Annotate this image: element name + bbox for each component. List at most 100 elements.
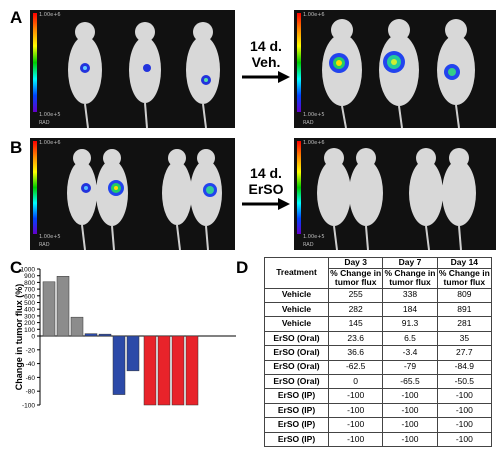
panel-label-b: B xyxy=(10,138,23,157)
waterfall-bar xyxy=(112,335,126,395)
scale-min-label: 1.00e+5 xyxy=(303,112,325,118)
right-arrow-icon xyxy=(242,198,290,210)
scale-unit-label: RAD xyxy=(39,242,50,248)
flux-value-cell: -100 xyxy=(382,417,438,433)
mouse-image-group xyxy=(317,148,476,250)
mouse-image-group xyxy=(68,22,220,128)
flux-value-cell: -100 xyxy=(382,402,438,419)
table-row: ErSO (Oral) 36.6 -3.4 27.7 xyxy=(264,345,493,361)
y-tick-label: 200 xyxy=(24,320,35,327)
arrow-vehicle: 14 d. Veh. xyxy=(240,38,292,87)
scale-max-label: 1.00e+6 xyxy=(39,140,61,146)
flux-value-cell: 891 xyxy=(436,301,493,318)
ivis-image-b-before: 1.00e+6 1.00e+5 RAD xyxy=(30,138,235,250)
panel-label-c: C xyxy=(10,258,23,277)
flux-value-cell: 184 xyxy=(382,301,438,318)
scale-max-label: 1.00e+6 xyxy=(39,12,61,18)
flux-value-cell: 338 xyxy=(382,287,438,303)
flux-value-cell: -100 xyxy=(436,402,493,419)
treatment-cell: ErSO (Oral) xyxy=(264,359,329,375)
treatment-cell: ErSO (IP) xyxy=(264,417,329,433)
table-row: ErSO (IP) -100 -100 -100 xyxy=(264,431,493,448)
table-row: ErSO (IP) -100 -100 -100 xyxy=(264,402,493,419)
flux-value-cell: -100 xyxy=(436,431,493,448)
flux-value-cell: -84.9 xyxy=(436,359,493,375)
table-header-row-sub: % Change in tumor flux % Change in tumor… xyxy=(265,267,493,289)
flux-value-cell: -100 xyxy=(382,431,438,448)
waterfall-bar xyxy=(42,281,56,337)
y-tick-label: 300 xyxy=(24,313,35,320)
treatment-cell: Vehicle xyxy=(264,316,329,332)
flux-value-cell: -79 xyxy=(382,359,438,375)
waterfall-chart: Change in tumor flux (%) 100090080070060… xyxy=(14,267,236,410)
table-row: Vehicle 255 338 809 xyxy=(264,287,493,303)
table-row: ErSO (Oral) 0 -65.5 -50.5 xyxy=(264,373,493,390)
flux-value-cell: 809 xyxy=(436,287,493,303)
treatment-cell: ErSO (Oral) xyxy=(264,330,329,347)
y-tick-label: 900 xyxy=(24,273,35,280)
waterfall-bar xyxy=(70,316,84,337)
scale-unit-label: RAD xyxy=(303,242,314,248)
table-row: ErSO (Oral) 23.6 6.5 35 xyxy=(264,330,493,347)
y-tick-label: 1000 xyxy=(21,267,36,274)
table-header-day3: Day 3 xyxy=(327,257,384,269)
flux-value-cell: 282 xyxy=(327,301,384,318)
flux-value-cell: 35 xyxy=(436,330,493,347)
y-tick-label: 500 xyxy=(24,300,35,307)
y-axis-label: Change in tumor flux (%) xyxy=(14,284,24,391)
flux-value-cell: 36.6 xyxy=(327,345,384,361)
treatment-cell: ErSO (Oral) xyxy=(264,345,329,361)
table-header-day14: Day 14 xyxy=(436,257,493,269)
flux-value-cell: 23.6 xyxy=(327,330,384,347)
ivis-image-b-after: 1.00e+6 1.00e+5 RAD xyxy=(294,138,496,250)
flux-value-cell: 27.7 xyxy=(436,345,493,361)
scale-max-label: 1.00e+6 xyxy=(303,12,325,18)
waterfall-bar xyxy=(84,333,98,337)
table-row: Vehicle 282 184 891 xyxy=(264,301,493,318)
treatment-cell: ErSO (IP) xyxy=(264,388,329,404)
table-header-treatment: Treatment xyxy=(264,257,329,289)
scale-min-label: 1.00e+5 xyxy=(39,112,61,118)
treatment-cell: Vehicle xyxy=(264,301,329,318)
scale-min-label: 1.00e+5 xyxy=(303,234,325,240)
arrow-erso: 14 d. ErSO xyxy=(240,165,292,214)
flux-value-cell: -100 xyxy=(327,388,384,404)
y-tick-label: 0 xyxy=(31,334,35,341)
scale-unit-label: RAD xyxy=(303,120,314,126)
table-row: Vehicle 145 91.3 281 xyxy=(264,316,493,332)
treatment-cell: ErSO (IP) xyxy=(264,431,329,448)
table-subheader-day3: % Change in tumor flux xyxy=(327,267,384,289)
table-row: ErSO (IP) -100 -100 -100 xyxy=(264,388,493,404)
y-axis: 10009008007006005004003002001000-20-40-6… xyxy=(21,267,236,410)
arrow-duration-label: 14 d. xyxy=(250,38,282,54)
y-tick-label: -40 xyxy=(26,361,36,368)
y-tick-label: -80 xyxy=(26,389,36,396)
bars-group xyxy=(42,276,199,406)
flux-value-cell: -50.5 xyxy=(436,373,493,390)
flux-value-cell: 281 xyxy=(436,316,493,332)
waterfall-bar xyxy=(56,276,70,337)
scale-unit-label: RAD xyxy=(39,120,50,126)
flux-value-cell: -100 xyxy=(327,417,384,433)
table-row: ErSO (IP) -100 -100 -100 xyxy=(264,417,493,433)
flux-value-cell: -100 xyxy=(327,402,384,419)
luminescence-scale-bar xyxy=(33,13,37,112)
y-tick-label: 400 xyxy=(24,307,35,314)
table-body: Vehicle 255 338 809 Vehicle 282 184 891 Vehicle 1… xyxy=(264,287,493,448)
treatment-cell: Vehicle xyxy=(264,287,329,303)
table-header-day7: Day 7 xyxy=(382,257,438,269)
flux-value-cell: -62.5 xyxy=(327,359,384,375)
flux-value-cell: 0 xyxy=(327,373,384,390)
y-tick-label: -20 xyxy=(26,347,36,354)
waterfall-bar xyxy=(171,335,185,406)
treatment-cell: ErSO (IP) xyxy=(264,402,329,419)
flux-value-cell: -3.4 xyxy=(382,345,438,361)
right-arrow-icon xyxy=(242,71,290,83)
flux-value-cell: 91.3 xyxy=(382,316,438,332)
y-tick-label: -60 xyxy=(26,375,36,382)
ivis-image-a-before: 1.00e+6 1.00e+5 RAD xyxy=(30,10,235,128)
table-header-row-top: Treatment Day 3 Day 7 Day 14 xyxy=(264,257,493,289)
arrow-treatment-label: ErSO xyxy=(248,181,284,197)
table-subheader-day14: % Change in tumor flux xyxy=(436,267,493,289)
table-subheader-day7: % Change in tumor flux xyxy=(382,267,438,289)
